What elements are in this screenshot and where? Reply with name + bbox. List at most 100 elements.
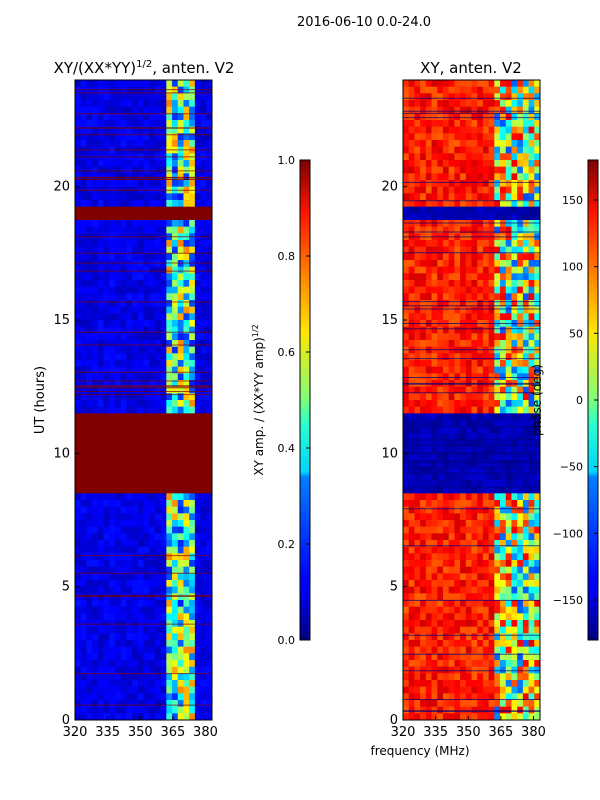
heatmap-cell [494,626,501,634]
heatmap-cell [189,493,196,501]
figure-suptitle: 2016-06-10 0.0-24.0 [297,15,431,30]
heatmap-cell [517,466,524,474]
heatmap-cell [528,166,535,174]
heatmap-cell [183,666,190,674]
heatmap-cell [517,660,524,668]
heatmap-cell [465,153,472,161]
heatmap-cell [500,653,507,661]
heatmap-cell [414,633,421,641]
heatmap-cell [183,373,190,381]
heatmap-cell [437,193,444,201]
heatmap-cell [471,366,478,374]
heatmap-cell [494,406,501,414]
heatmap-cell [494,266,501,274]
heatmap-cell [120,260,127,268]
heatmap-cell [143,706,150,714]
heatmap-cell [149,420,156,428]
heatmap-cell [442,260,450,268]
heatmap-cell [460,113,467,121]
heatmap-cell [408,413,415,421]
heatmap-cell [511,93,518,101]
heatmap-cell [86,333,93,341]
heatmap-cell [500,373,507,381]
heatmap-cell [494,346,501,354]
heatmap-cell [408,160,415,168]
heatmap-cell [126,306,133,314]
heatmap-cell [194,120,201,128]
heatmap-cell [488,653,495,661]
heatmap-cell [431,126,438,134]
heatmap-cell [442,326,450,334]
heatmap-cell [149,173,156,181]
heatmap-cell [477,686,484,694]
heatmap-cell [177,253,184,261]
heatmap-cell [206,540,213,548]
heatmap-cell [477,353,484,361]
heatmap-cell [80,433,87,441]
heatmap-cell [97,586,104,594]
heatmap-cell [465,213,472,221]
heatmap-cell [177,273,184,281]
heatmap-cell [200,353,207,361]
heatmap-cell [183,380,190,388]
heatmap-cell [511,493,518,501]
heatmap-cell [482,340,490,348]
heatmap-cell [103,693,110,701]
heatmap-cell [442,213,450,221]
heatmap-cell [114,460,122,468]
heatmap-cell [471,140,478,148]
heatmap-cell [172,553,179,561]
heatmap-cell [126,626,133,634]
heatmap-cell [431,573,438,581]
heatmap-cell [149,700,156,708]
heatmap-cell [477,386,484,394]
heatmap-cell [403,646,410,654]
heatmap-cell [482,133,490,141]
heatmap-cell [206,646,213,654]
heatmap-cell [103,666,110,674]
heatmap-cell [465,473,472,481]
heatmap-cell [403,626,410,634]
heatmap-cell [465,686,472,694]
heatmap-cell [482,700,490,708]
heatmap-cell [442,646,450,654]
heatmap-cell [86,426,93,434]
heatmap-cell [172,426,179,434]
heatmap-cell [86,713,93,721]
heatmap-cell [534,226,541,234]
heatmap-cell [420,246,427,254]
heatmap-cell [183,660,190,668]
heatmap-cell [109,660,116,668]
heatmap-cell [534,500,541,508]
heatmap-cell [454,553,461,561]
heatmap-cell [126,446,133,454]
heatmap-cell [414,700,421,708]
heatmap-cell [194,393,201,401]
heatmap-cell [80,673,87,681]
heatmap-cell [75,506,82,514]
heatmap-cell [114,360,122,368]
heatmap-cell [103,580,110,588]
heatmap-cell [177,686,184,694]
heatmap-cell [92,453,99,461]
heatmap-cell [109,113,116,121]
heatmap-cell [454,166,461,174]
heatmap-cell [75,520,82,528]
heatmap-cell [500,146,507,154]
heatmap-cell [189,613,196,621]
heatmap-cell [500,473,507,481]
heatmap-cell [137,193,144,201]
heatmap-cell [488,520,495,528]
heatmap-cell [460,333,467,341]
heatmap-cell [460,186,467,194]
heatmap-cell [154,573,162,581]
heatmap-cell [454,306,461,314]
heatmap-cell [442,173,450,181]
heatmap-cell [414,220,421,228]
heatmap-cell [420,226,427,234]
heatmap-cell [160,633,167,641]
heatmap-cell [448,413,455,421]
heatmap-cell [448,206,455,214]
heatmap-cell [465,266,472,274]
heatmap-cell [75,313,82,321]
